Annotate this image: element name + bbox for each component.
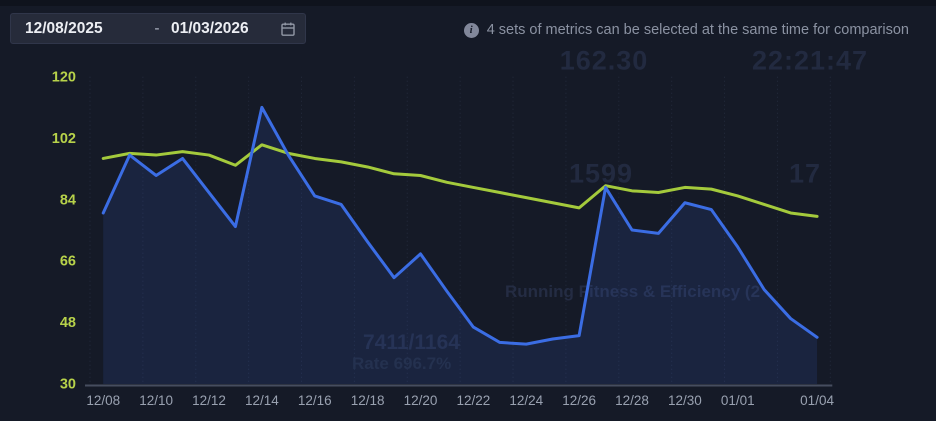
x-axis-label: 12/30 (668, 393, 702, 408)
date-range-separator: - (154, 19, 160, 37)
info-icon: i (463, 22, 479, 38)
x-axis-label: 12/26 (562, 393, 596, 408)
ghost-section-title: Running Fitness & Efficiency (2 (505, 282, 760, 302)
x-axis-label: 01/01 (721, 393, 755, 408)
green-metric-line (101, 143, 819, 218)
x-axis-label: 12/14 (245, 393, 279, 408)
x-axis-label: 12/22 (456, 393, 490, 408)
date-range-picker[interactable]: 12/08/2025 - 01/03/2026 (10, 13, 306, 44)
calendar-icon[interactable] (277, 18, 299, 40)
header: 12/08/2025 - 01/03/2026 i 4 sets of metr… (0, 0, 936, 52)
x-axis-label: 12/20 (404, 393, 438, 408)
y-axis-label: 48 (60, 315, 76, 331)
blue-metric-line (101, 105, 819, 346)
x-axis-label: 12/24 (509, 393, 543, 408)
ghost-stat-ratio: 7411/1164 (363, 331, 460, 355)
comparison-hint-text: 4 sets of metrics can be selected at the… (486, 22, 909, 38)
x-axis-label: 12/10 (139, 393, 173, 408)
y-axis-label: 66 (60, 254, 76, 270)
blue-metric-area-fill (103, 107, 818, 385)
ghost-value-mid-left: 1599 (568, 158, 634, 189)
x-axis-label: 12/18 (351, 393, 385, 408)
ghost-value-mid-right: 17 (788, 158, 822, 189)
y-axis-label: 102 (52, 131, 76, 147)
x-axis-label: 12/16 (298, 393, 332, 408)
ghost-value-top-left: 162.30 (559, 45, 649, 76)
y-axis-label: 120 (52, 70, 76, 86)
comparison-hint: i 4 sets of metrics can be selected at t… (463, 22, 909, 38)
ghost-stat-rate: Rate 696.7% (352, 354, 451, 374)
start-date-value[interactable]: 12/08/2025 (25, 19, 103, 37)
end-date-value[interactable]: 01/03/2026 (171, 19, 249, 37)
x-axis-label: 12/12 (192, 393, 226, 408)
x-axis-label: 01/04 (800, 393, 834, 408)
x-axis-label: 12/08 (86, 393, 120, 408)
ghost-time-top-right: 22:21:47 (751, 45, 869, 76)
top-strip (0, 0, 936, 6)
x-axis-label: 12/28 (615, 393, 649, 408)
y-axis-label: 84 (60, 192, 76, 208)
y-axis-label: 30 (60, 376, 76, 392)
